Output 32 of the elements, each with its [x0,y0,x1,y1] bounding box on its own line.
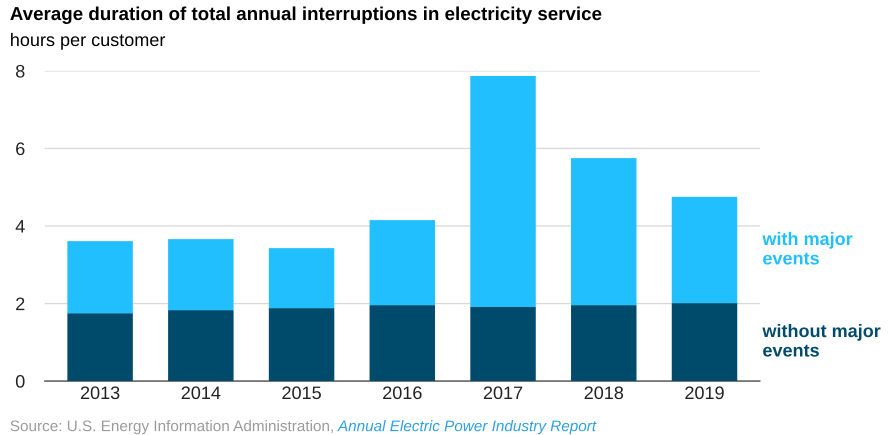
y-tick-label: 8 [16,64,24,78]
bar [168,310,234,382]
bar [470,76,536,308]
bar [67,241,133,314]
x-tick-label: 2016 [383,386,422,400]
text: Annual Electric Power Industry Report [337,420,597,434]
y-tick-label: 6 [16,142,24,156]
bar [67,313,133,382]
chart-title: Average duration of total annual interruptions in electricity service [10,6,602,24]
series-label: without major events [762,324,881,357]
bar [672,196,738,304]
bar [268,308,334,382]
bar [672,303,738,382]
x-tick-label: 2015 [282,386,321,400]
y-tick-label: 4 [16,220,25,233]
x-tick-label: 2019 [685,386,724,400]
bar [571,158,637,306]
bar [168,239,234,310]
chart-subtitle: hours per customer [11,32,166,50]
bar [370,220,436,306]
bar [370,305,436,382]
x-tick-label: 2013 [80,386,120,400]
bar [470,307,536,382]
x-tick-label: 2018 [584,386,624,400]
bar [571,305,637,382]
y-tick-label: 0 [16,374,25,388]
y-tick-label: 2 [16,297,24,310]
series-label: with major events [762,232,852,265]
source-note: Source: U.S. Energy Information Administration, [10,420,333,434]
x-tick-label: 2017 [484,386,522,400]
bar [268,248,334,308]
x-tick-label: 2014 [182,386,220,400]
